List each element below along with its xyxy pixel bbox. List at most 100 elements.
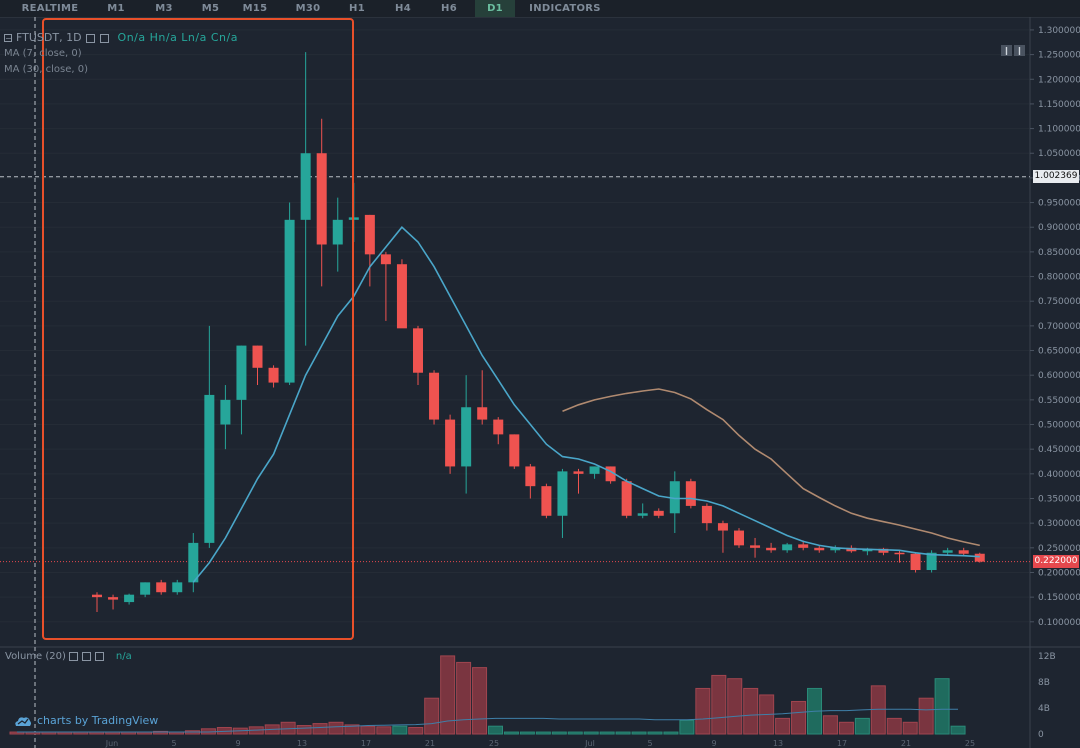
volume-bar [775, 717, 791, 735]
timeframe-m3[interactable]: M3 [155, 3, 173, 14]
price-tick-label: 0.850000 [1038, 248, 1080, 258]
volume-bar [535, 731, 551, 735]
candle-body [509, 434, 520, 467]
volume-bar [503, 731, 519, 735]
candle-body [188, 542, 199, 583]
price-tick-label: 0.400000 [1038, 470, 1080, 480]
timeframe-realtime[interactable]: REALTIME [21, 3, 79, 14]
volume-bar [440, 655, 456, 735]
candle-body [926, 552, 937, 571]
ohlc-values: On/a Hn/a Ln/a Cn/a [117, 31, 238, 44]
time-tick-label: 25 [965, 739, 975, 748]
volume-value: n/a [115, 651, 132, 662]
candle-body [525, 466, 536, 487]
timeframe-m5[interactable]: M5 [201, 3, 220, 14]
price-tick-label: 0.250000 [1038, 544, 1080, 554]
timeframe-indicators[interactable]: INDICATORS [529, 3, 601, 14]
time-tick-label: 17 [361, 739, 371, 748]
volume-bar [822, 715, 838, 735]
timeframe-h6[interactable]: H6 [441, 3, 457, 14]
price-tick-label: 1.050000 [1038, 149, 1080, 159]
candle-body [172, 582, 183, 593]
candle-body [605, 466, 616, 482]
candle-body [637, 513, 648, 516]
time-tick-label: 13 [773, 739, 783, 748]
volume-bar [950, 725, 966, 735]
volume-bar [344, 724, 360, 735]
candle-body [300, 153, 311, 220]
price-tick-label: 0.100000 [1038, 618, 1080, 628]
volume-label[interactable]: Volume (20) [5, 651, 66, 662]
volume-bar [583, 731, 599, 735]
candle-body [750, 545, 761, 548]
price-tick-label: 1.150000 [1038, 100, 1080, 110]
candle-body [268, 367, 279, 383]
volume-bar [663, 731, 679, 735]
candle-body [830, 547, 841, 551]
candle-body [717, 523, 728, 531]
price-tick-label: 0.650000 [1038, 347, 1080, 357]
candle-body [380, 254, 391, 265]
time-tick-label: 9 [235, 739, 240, 748]
volume-tick-label: 0 [1038, 730, 1044, 740]
timeframe-h4[interactable]: H4 [395, 3, 411, 14]
candle-body [621, 481, 632, 516]
timeframe-m15[interactable]: M15 [242, 3, 268, 14]
candle-body [878, 548, 889, 553]
price-tick-label: 0.150000 [1038, 593, 1080, 603]
highlight-annotation-box [42, 18, 354, 640]
volume-eye-icon[interactable] [68, 652, 78, 661]
volume-bar [854, 717, 870, 735]
scale-left-icon[interactable]: ❙ [1001, 45, 1012, 56]
scale-buttons: ❙ ❙ [1001, 45, 1025, 56]
volume-bar [312, 723, 328, 735]
timeframe-d1[interactable]: D1 [475, 0, 515, 17]
volume-bar [934, 678, 950, 735]
settings-icon[interactable] [85, 33, 95, 43]
time-tick-label: 13 [297, 739, 307, 748]
volume-remove-icon[interactable] [94, 652, 104, 661]
time-tick-label: 25 [489, 739, 499, 748]
scale-right-icon[interactable]: ❙ [1014, 45, 1025, 56]
candle-body [92, 594, 102, 598]
time-tick-label: 5 [171, 739, 176, 748]
ma7-legend[interactable]: MA (7, close, 0) [4, 48, 82, 59]
ma30-legend[interactable]: MA (30, close, 0) [4, 64, 89, 75]
candle-body [814, 547, 825, 551]
time-tick-label: 9 [711, 739, 716, 748]
candle-body [685, 481, 696, 506]
price-chart[interactable]: 1.300000 1.250000 1.200000 1.150000 1.100000… [0, 17, 1080, 748]
chart-legend: − FTUSDT, 1D On/a Hn/a Ln/a Cn/a MA (7, … [4, 30, 238, 78]
volume-bar [902, 721, 918, 735]
collapse-icon[interactable]: − [4, 34, 12, 43]
price-tick-label: 1.200000 [1038, 75, 1080, 85]
current-price-label: 0.222000 [1033, 554, 1079, 568]
candle-body [798, 544, 809, 548]
candle-body [396, 264, 407, 329]
volume-bar [551, 731, 567, 735]
candle-body [557, 471, 568, 516]
timeframe-h1[interactable]: H1 [349, 3, 365, 14]
candles [92, 52, 985, 612]
remove-icon[interactable] [99, 33, 109, 43]
volume-bar [360, 725, 376, 735]
price-tick-label: 0.600000 [1038, 371, 1080, 381]
price-tick-label: 0.450000 [1038, 445, 1080, 455]
symbol-label: FTUSDT, 1D [16, 31, 82, 44]
price-tick-label: 0.350000 [1038, 494, 1080, 504]
tradingview-watermark[interactable]: charts by TradingView [14, 714, 158, 727]
candle-body [140, 582, 151, 595]
volume-bar [711, 674, 727, 735]
volume-bar [519, 731, 535, 735]
candle-body [364, 214, 375, 255]
volume-settings-icon[interactable] [81, 652, 91, 661]
crosshair-price-label: 1.002369 [1033, 169, 1079, 183]
timeframe-m1[interactable]: M1 [107, 3, 125, 14]
candle-body [284, 219, 295, 383]
timeframe-m30[interactable]: M30 [295, 3, 321, 14]
price-tick-label: 0.550000 [1038, 396, 1080, 406]
volume-bar [791, 700, 807, 735]
candle-body [573, 471, 584, 474]
candle-body [701, 505, 712, 524]
volume-bar [456, 661, 472, 735]
